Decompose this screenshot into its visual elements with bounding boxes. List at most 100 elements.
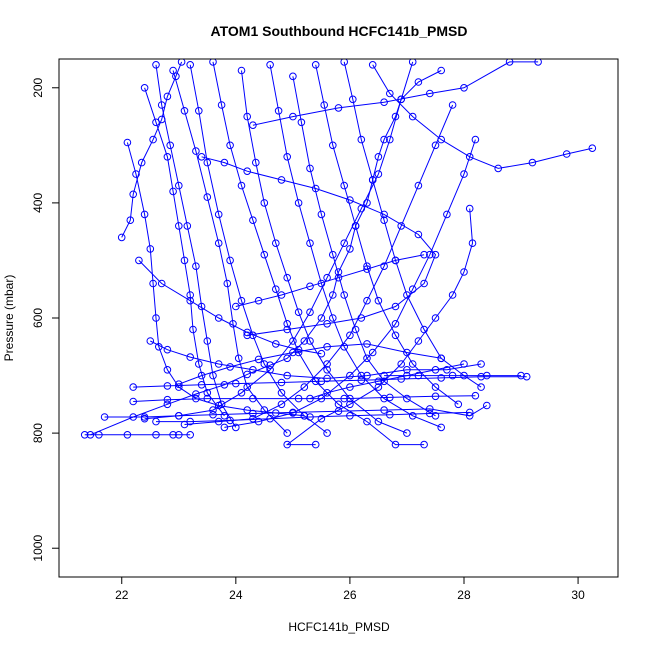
data-point-18-0 bbox=[249, 121, 257, 129]
data-point-19-3 bbox=[448, 291, 457, 299]
data-point-11-10 bbox=[334, 400, 343, 409]
data-point-2-3 bbox=[209, 410, 217, 419]
data-point-14-7 bbox=[363, 354, 371, 363]
data-point-20-5 bbox=[391, 320, 400, 328]
data-point-7-9 bbox=[443, 366, 451, 374]
data-point-29-8 bbox=[471, 391, 480, 400]
x-tick-label-24: 24 bbox=[229, 588, 243, 602]
data-point-19-11 bbox=[311, 440, 320, 449]
data-point-27-4 bbox=[289, 348, 297, 357]
data-point-8-4 bbox=[183, 222, 192, 230]
data-point-7-10 bbox=[477, 360, 485, 368]
data-point-23-0 bbox=[197, 153, 206, 161]
data-point-15-7 bbox=[391, 331, 400, 340]
data-point-12-10 bbox=[374, 417, 383, 426]
data-point-22-7 bbox=[306, 308, 314, 317]
data-point-19-0 bbox=[465, 204, 474, 213]
data-point-30-1 bbox=[414, 371, 423, 380]
data-point-17-7 bbox=[562, 150, 571, 158]
data-point-5-6 bbox=[357, 376, 366, 385]
data-point-1-7 bbox=[283, 354, 292, 363]
data-point-18-7 bbox=[534, 59, 542, 66]
data-point-13-6 bbox=[329, 314, 337, 322]
series-line-27 bbox=[178, 343, 442, 385]
data-point-15-3 bbox=[340, 181, 349, 190]
data-point-6-3 bbox=[169, 187, 177, 196]
data-point-26-6 bbox=[460, 360, 468, 368]
data-point-24-2 bbox=[186, 296, 194, 305]
data-point-17-8 bbox=[588, 144, 597, 152]
data-point-4-2 bbox=[140, 210, 149, 219]
data-point-23-12 bbox=[323, 320, 331, 328]
data-point-4-12 bbox=[272, 409, 280, 417]
data-point-12-0 bbox=[237, 66, 246, 75]
data-point-23-5 bbox=[346, 196, 354, 204]
data-point-23-4 bbox=[311, 184, 320, 193]
data-point-21-7 bbox=[323, 360, 331, 368]
data-point-18-2 bbox=[334, 104, 343, 112]
data-point-15-1 bbox=[320, 101, 329, 109]
data-point-7-6 bbox=[323, 374, 331, 383]
data-point-26-5 bbox=[431, 366, 440, 374]
data-point-22-11 bbox=[209, 406, 217, 414]
data-point-23-3 bbox=[277, 176, 286, 184]
data-point-8-2 bbox=[166, 141, 174, 150]
data-point-1-8 bbox=[300, 337, 309, 345]
data-point-29-7 bbox=[431, 392, 440, 401]
data-point-27-8 bbox=[437, 354, 446, 363]
data-point-6-1 bbox=[152, 118, 160, 127]
data-point-20-6 bbox=[368, 348, 377, 357]
data-point-4-3 bbox=[146, 245, 155, 253]
data-point-5-0 bbox=[129, 383, 137, 391]
data-point-21-5 bbox=[363, 296, 371, 305]
data-point-28-1 bbox=[186, 417, 194, 426]
data-point-28-6 bbox=[386, 410, 394, 419]
data-point-8-0 bbox=[152, 61, 160, 69]
data-point-20-1 bbox=[460, 170, 468, 178]
data-point-28-5 bbox=[346, 412, 354, 420]
data-point-8-5 bbox=[192, 262, 200, 271]
data-point-3-3 bbox=[137, 158, 146, 167]
data-point-25-0 bbox=[232, 302, 240, 311]
data-point-23-2 bbox=[243, 167, 251, 175]
data-point-2-7 bbox=[380, 406, 388, 414]
series-line-12 bbox=[241, 70, 408, 434]
data-point-22-12 bbox=[175, 412, 183, 420]
data-point-19-6 bbox=[397, 360, 406, 368]
data-point-19-1 bbox=[468, 239, 477, 247]
data-point-7-7 bbox=[363, 371, 371, 380]
series-line-26 bbox=[309, 363, 465, 400]
data-point-4-7 bbox=[163, 366, 172, 374]
data-point-11-7 bbox=[283, 320, 292, 328]
data-point-3-6 bbox=[163, 92, 172, 101]
data-point-17-4 bbox=[465, 153, 474, 161]
data-point-3-1 bbox=[126, 216, 135, 224]
data-point-10-10 bbox=[323, 429, 331, 437]
chart-title: ATOM1 Southbound HCFC141b_PMSD bbox=[211, 23, 468, 39]
data-point-0-5 bbox=[175, 431, 183, 439]
data-point-17-6 bbox=[528, 158, 537, 167]
y-tick-label-200: 200 bbox=[31, 77, 45, 97]
data-point-3-8 bbox=[177, 59, 186, 66]
data-point-18-3 bbox=[380, 98, 388, 106]
data-point-29-5 bbox=[340, 394, 349, 403]
data-point-26-3 bbox=[374, 377, 383, 386]
data-point-4-1 bbox=[132, 170, 140, 178]
data-point-6-8 bbox=[195, 360, 203, 368]
data-point-27-6 bbox=[363, 340, 371, 348]
data-point-14-0 bbox=[289, 72, 297, 81]
data-point-11-5 bbox=[260, 250, 269, 259]
data-point-4-4 bbox=[149, 279, 157, 288]
series-line-21 bbox=[184, 104, 454, 425]
data-point-25-2 bbox=[277, 291, 286, 299]
data-point-25-1 bbox=[254, 296, 263, 305]
data-point-23-7 bbox=[414, 230, 423, 239]
data-point-7-0 bbox=[146, 337, 155, 345]
data-point-22-13 bbox=[140, 414, 149, 423]
data-point-5-8 bbox=[437, 374, 446, 382]
data-point-14-4 bbox=[329, 250, 337, 259]
data-point-27-7 bbox=[403, 348, 411, 357]
data-point-11-13 bbox=[420, 440, 428, 449]
data-point-10-9 bbox=[300, 412, 309, 420]
data-point-13-0 bbox=[266, 61, 274, 69]
